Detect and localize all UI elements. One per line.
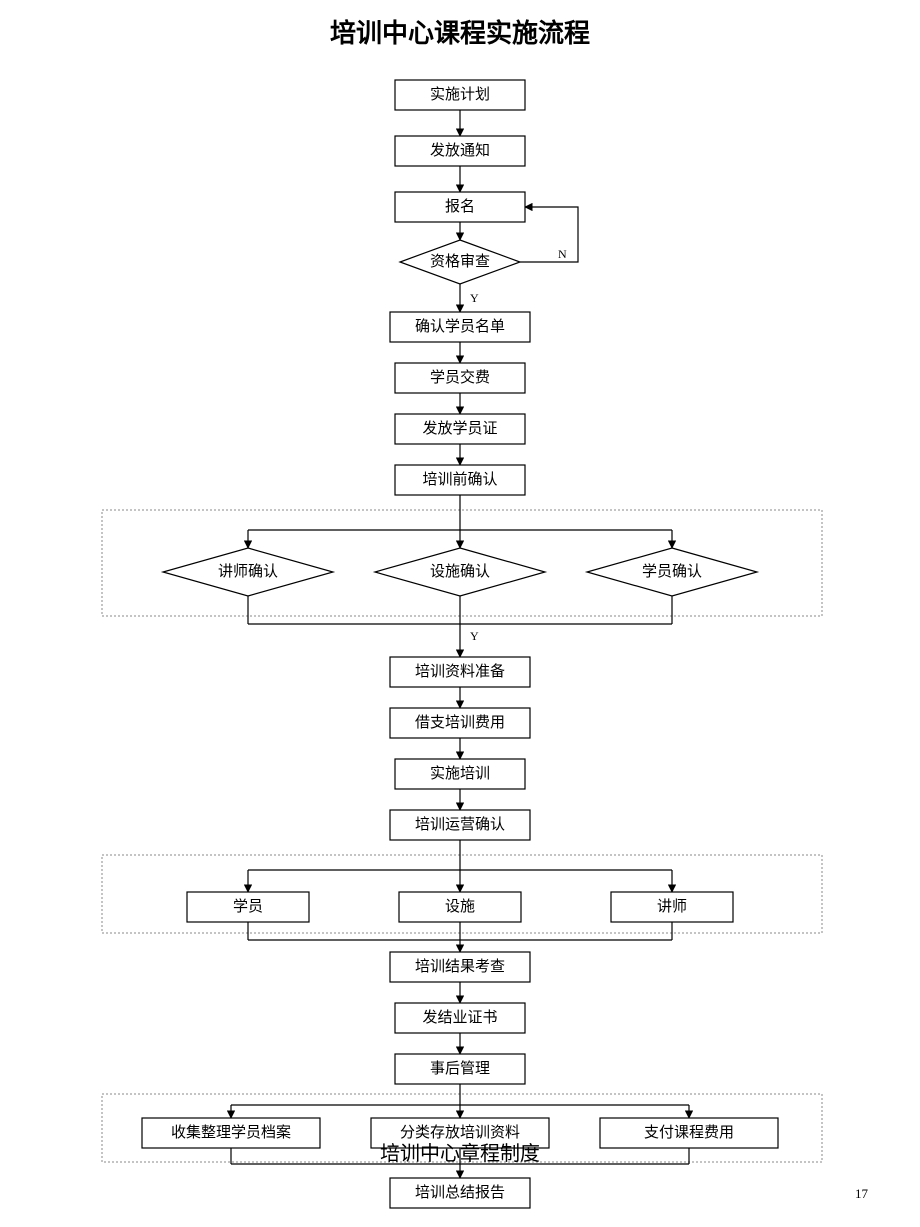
node-label: 实施计划 xyxy=(430,86,490,103)
node-label: 实施培训 xyxy=(430,765,490,782)
node-label: 培训结果考查 xyxy=(415,958,505,975)
flow-node: 学员确认 xyxy=(587,548,757,596)
node-label: 学员 xyxy=(233,898,263,915)
node-label: 事后管理 xyxy=(430,1060,490,1077)
node-label: 讲师 xyxy=(657,898,687,915)
flow-node: 培训结果考查 xyxy=(390,952,530,982)
node-label: 发放通知 xyxy=(430,142,490,159)
node-label: 学员交费 xyxy=(430,368,490,386)
flow-node: 确认学员名单 xyxy=(390,312,530,342)
node-label: 资格审查 xyxy=(430,253,490,270)
flow-node: 实施计划 xyxy=(395,80,525,110)
flow-node: 实施培训 xyxy=(395,759,525,789)
flow-node: 培训总结报告 xyxy=(390,1178,530,1208)
subtitle: 培训中心章程制度 xyxy=(380,1142,540,1165)
page-number: 17 xyxy=(855,1186,869,1201)
flow-node: 发结业证书 xyxy=(395,1003,525,1033)
flow-node: 设施确认 xyxy=(375,548,545,596)
flowchart-canvas: 培训中心课程实施流程 Y N Y 实施计划发放通知报名资格审查确认学员名单学员交费发放学… xyxy=(0,0,920,1227)
node-label: 培训资料准备 xyxy=(415,663,505,680)
flow-node: 设施 xyxy=(399,892,521,922)
node-label: 收集整理学员档案 xyxy=(171,1123,291,1141)
flow-node: 发放学员证 xyxy=(395,414,525,444)
edge xyxy=(520,207,578,262)
flow-node: 培训前确认 xyxy=(395,465,525,495)
node-label: 培训运营确认 xyxy=(415,816,505,833)
flow-node: 讲师 xyxy=(611,892,733,922)
node-label: 培训前确认 xyxy=(422,471,497,488)
node-label: 确认学员名单 xyxy=(415,318,505,335)
edge-label: N xyxy=(558,247,567,261)
flow-node: 事后管理 xyxy=(395,1054,525,1084)
page-title: 培训中心课程实施流程 xyxy=(330,18,590,48)
node-label: 培训总结报告 xyxy=(415,1184,505,1201)
flow-node: 学员 xyxy=(187,892,309,922)
edge-label: Y xyxy=(470,291,479,305)
node-label: 设施 xyxy=(445,898,475,915)
flow-node: 学员交费 xyxy=(395,363,525,393)
node-label: 学员确认 xyxy=(642,563,702,580)
flow-node: 培训运营确认 xyxy=(390,810,530,840)
node-label: 设施确认 xyxy=(430,563,490,580)
node-label: 支付课程费用 xyxy=(644,1124,734,1141)
node-label: 发结业证书 xyxy=(422,1009,497,1026)
node-label: 借支培训费用 xyxy=(415,714,505,731)
flow-node: 讲师确认 xyxy=(163,548,333,596)
flow-node: 支付课程费用 xyxy=(600,1118,778,1148)
flow-node: 借支培训费用 xyxy=(390,708,530,738)
flow-node: 培训资料准备 xyxy=(390,657,530,687)
flow-node: 报名 xyxy=(395,192,525,222)
flow-node: 收集整理学员档案 xyxy=(142,1118,320,1148)
flow-node: 发放通知 xyxy=(395,136,525,166)
edge-label: Y xyxy=(470,629,479,643)
flow-node: 资格审查 xyxy=(400,240,520,284)
node-label: 讲师确认 xyxy=(218,563,278,580)
node-label: 分类存放培训资料 xyxy=(400,1124,520,1141)
node-label: 报名 xyxy=(445,198,475,215)
node-label: 发放学员证 xyxy=(422,420,497,437)
